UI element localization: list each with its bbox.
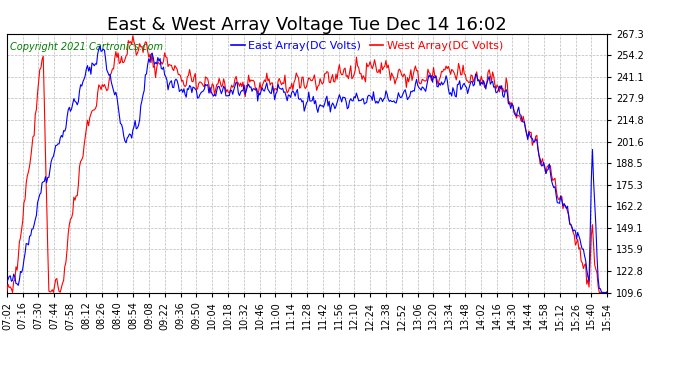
Legend: East Array(DC Volts), West Array(DC Volts): East Array(DC Volts), West Array(DC Volt… (227, 37, 507, 56)
Text: Copyright 2021 Cartronics.com: Copyright 2021 Cartronics.com (10, 42, 163, 51)
Title: East & West Array Voltage Tue Dec 14 16:02: East & West Array Voltage Tue Dec 14 16:… (107, 16, 507, 34)
